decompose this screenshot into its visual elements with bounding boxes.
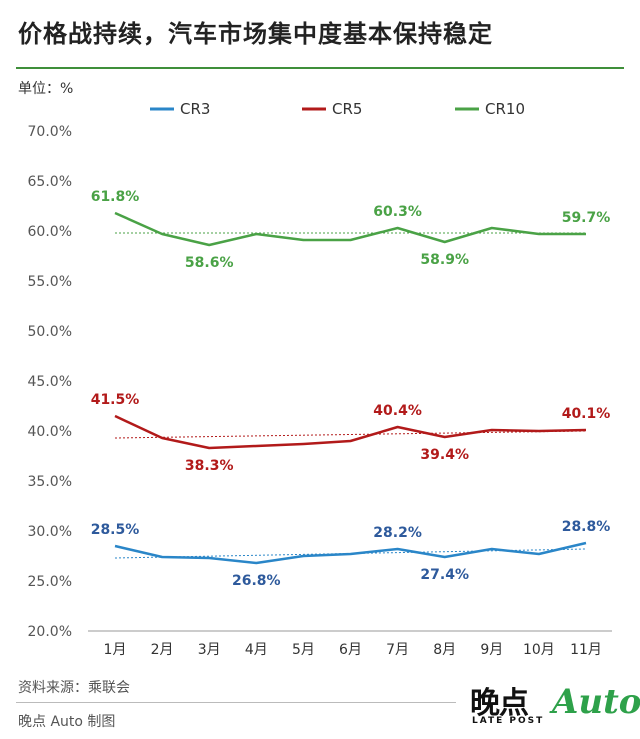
data-label: 60.3%: [373, 204, 422, 220]
data-label: 40.1%: [562, 406, 611, 422]
chart-title: 价格战持续，汽车市场集中度基本保持稳定: [18, 20, 493, 48]
legend-label: CR10: [485, 100, 525, 118]
y-tick-label: 50.0%: [28, 324, 72, 340]
data-label: 58.6%: [185, 255, 234, 271]
y-tick-label: 20.0%: [28, 624, 72, 640]
title-divider: [16, 67, 624, 69]
series-line: [114, 211, 586, 247]
y-tick-label: 55.0%: [28, 274, 72, 290]
footer-divider: [16, 702, 456, 703]
source-note: 资料来源：乘联会: [18, 680, 130, 696]
data-label: 28.2%: [373, 525, 422, 541]
y-tick-label: 25.0%: [28, 574, 72, 590]
y-tick-label: 45.0%: [28, 374, 72, 390]
data-label: 27.4%: [420, 567, 469, 583]
x-tick-label: 1月: [104, 642, 127, 658]
line-chart: 20.0% 25.0% 30.0% 35.0% 40.0% 45.0% 50.0% 55.0%…: [28, 100, 612, 658]
data-label: 39.4%: [420, 447, 469, 463]
x-tick-label: 8月: [433, 642, 456, 658]
trend-line: [114, 430, 587, 439]
data-label: 38.3%: [185, 458, 234, 474]
latepost-auto-logo: 晚点 LATE POST Auto: [470, 678, 640, 734]
data-label: 26.8%: [232, 573, 281, 589]
legend-label: CR5: [332, 100, 362, 118]
data-label: 61.8%: [91, 189, 140, 205]
unit-label: 单位：%: [18, 81, 74, 97]
series-line: [114, 541, 587, 565]
data-label: 41.5%: [91, 392, 140, 408]
y-tick-label: 35.0%: [28, 474, 72, 490]
data-label: 28.8%: [562, 519, 611, 535]
x-tick-label: 7月: [386, 642, 409, 658]
data-label: 40.4%: [373, 403, 422, 419]
x-tick-label: 6月: [339, 642, 362, 658]
y-tick-label: 60.0%: [28, 224, 72, 240]
legend-label: CR3: [180, 100, 210, 118]
y-tick-label: 65.0%: [28, 174, 72, 190]
x-tick-label: 4月: [245, 642, 268, 658]
data-label: 28.5%: [91, 522, 140, 538]
y-tick-label: 40.0%: [28, 424, 72, 440]
x-tick-label: 5月: [292, 642, 315, 658]
brand-auto-text: Auto: [552, 682, 640, 722]
x-tick-label: 10月: [523, 642, 555, 658]
x-tick-label: 9月: [480, 642, 503, 658]
series-line: [114, 414, 587, 450]
x-tick-label: 11月: [570, 642, 602, 658]
brand-cn-text: 晚点: [470, 686, 529, 721]
y-tick-label: 70.0%: [28, 124, 72, 140]
credit-note: 晚点 Auto 制图: [18, 714, 116, 730]
x-tick-label: 2月: [151, 642, 174, 658]
data-label: 58.9%: [420, 252, 469, 268]
data-label: 59.7%: [562, 210, 611, 226]
x-tick-label: 3月: [198, 642, 221, 658]
y-tick-label: 30.0%: [28, 524, 72, 540]
brand-en-text: LATE POST: [472, 716, 545, 726]
